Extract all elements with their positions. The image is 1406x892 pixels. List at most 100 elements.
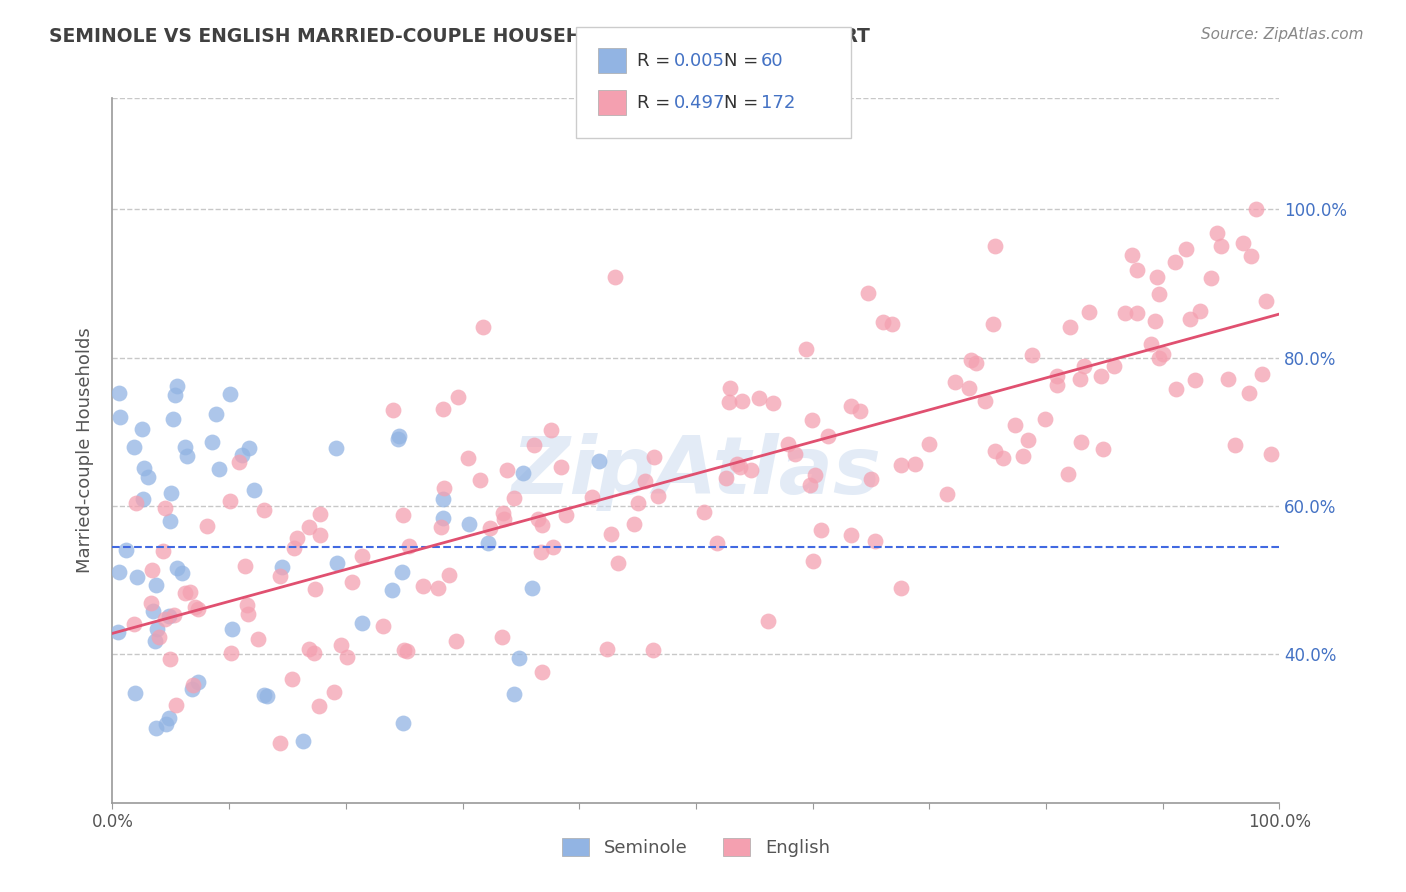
Point bbox=[145, 578, 167, 592]
Point bbox=[153, 501, 176, 516]
Point bbox=[1140, 337, 1163, 351]
Point bbox=[371, 618, 394, 632]
Point bbox=[872, 315, 894, 329]
Point bbox=[1102, 359, 1125, 374]
Point bbox=[550, 459, 572, 474]
Point bbox=[160, 486, 183, 500]
Point bbox=[993, 451, 1015, 466]
Point bbox=[839, 527, 862, 541]
Point bbox=[957, 381, 980, 395]
Point bbox=[959, 353, 981, 368]
Point bbox=[728, 460, 751, 475]
Point bbox=[817, 429, 839, 443]
Legend: Seminole, English: Seminole, English bbox=[555, 830, 837, 864]
Point bbox=[122, 440, 145, 454]
Point bbox=[146, 622, 169, 636]
Y-axis label: Married-couple Households: Married-couple Households bbox=[76, 327, 94, 574]
Point bbox=[1046, 378, 1069, 392]
Point bbox=[253, 688, 276, 702]
Text: SEMINOLE VS ENGLISH MARRIED-COUPLE HOUSEHOLDS CORRELATION CHART: SEMINOLE VS ENGLISH MARRIED-COUPLE HOUSE… bbox=[49, 27, 870, 45]
Point bbox=[283, 541, 305, 556]
Point bbox=[285, 531, 308, 545]
Text: Source: ZipAtlas.com: Source: ZipAtlas.com bbox=[1201, 27, 1364, 42]
Point bbox=[865, 534, 887, 549]
Point bbox=[581, 490, 603, 504]
Point bbox=[141, 563, 163, 577]
Point bbox=[219, 646, 242, 660]
Point bbox=[848, 404, 870, 418]
Point bbox=[801, 554, 824, 568]
Point bbox=[523, 437, 546, 451]
Point bbox=[157, 609, 180, 624]
Point bbox=[588, 454, 610, 468]
Point bbox=[221, 622, 243, 636]
Point bbox=[508, 651, 530, 665]
Point bbox=[1163, 255, 1185, 269]
Point bbox=[981, 318, 1004, 332]
Point bbox=[890, 581, 912, 595]
Point bbox=[181, 678, 204, 692]
Point bbox=[252, 502, 274, 516]
Point bbox=[984, 239, 1007, 253]
Point bbox=[1033, 412, 1056, 426]
Point bbox=[108, 386, 131, 401]
Point bbox=[392, 643, 415, 657]
Point bbox=[281, 672, 304, 686]
Point bbox=[841, 399, 863, 413]
Point bbox=[1184, 374, 1206, 388]
Point bbox=[180, 681, 202, 696]
Point bbox=[494, 512, 516, 526]
Point bbox=[412, 579, 434, 593]
Point bbox=[304, 582, 326, 596]
Point bbox=[291, 734, 314, 748]
Point bbox=[387, 432, 409, 446]
Point bbox=[131, 422, 153, 436]
Point bbox=[446, 634, 468, 648]
Point bbox=[799, 478, 821, 492]
Point bbox=[159, 652, 181, 666]
Point bbox=[326, 556, 349, 570]
Point bbox=[396, 644, 419, 658]
Point bbox=[159, 514, 181, 528]
Point bbox=[943, 375, 966, 389]
Point bbox=[1206, 226, 1229, 240]
Point bbox=[468, 473, 491, 487]
Point bbox=[471, 320, 494, 334]
Point bbox=[1152, 347, 1174, 361]
Point bbox=[155, 716, 177, 731]
Point bbox=[187, 675, 209, 690]
Point bbox=[143, 633, 166, 648]
Point bbox=[134, 461, 156, 475]
Point bbox=[1147, 351, 1170, 365]
Point bbox=[163, 607, 186, 622]
Point bbox=[391, 565, 413, 579]
Point bbox=[195, 519, 218, 533]
Point bbox=[269, 736, 291, 750]
Point bbox=[502, 687, 524, 701]
Point bbox=[1021, 348, 1043, 362]
Point bbox=[748, 392, 770, 406]
Point bbox=[762, 396, 785, 410]
Point bbox=[1199, 270, 1222, 285]
Point bbox=[603, 270, 626, 285]
Point bbox=[643, 450, 665, 464]
Point bbox=[1090, 368, 1112, 383]
Point bbox=[231, 448, 253, 462]
Point bbox=[904, 457, 927, 471]
Point bbox=[218, 387, 240, 401]
Point bbox=[634, 475, 657, 489]
Text: N =: N = bbox=[724, 94, 763, 112]
Point bbox=[125, 496, 148, 510]
Point bbox=[1256, 294, 1278, 309]
Point bbox=[173, 440, 195, 454]
Point bbox=[157, 711, 180, 725]
Point bbox=[502, 491, 524, 506]
Point bbox=[170, 566, 193, 580]
Point bbox=[641, 643, 664, 657]
Point bbox=[1073, 359, 1095, 373]
Point bbox=[392, 508, 415, 523]
Point bbox=[432, 491, 454, 506]
Point bbox=[352, 616, 374, 631]
Point bbox=[714, 471, 737, 485]
Point bbox=[1017, 433, 1039, 447]
